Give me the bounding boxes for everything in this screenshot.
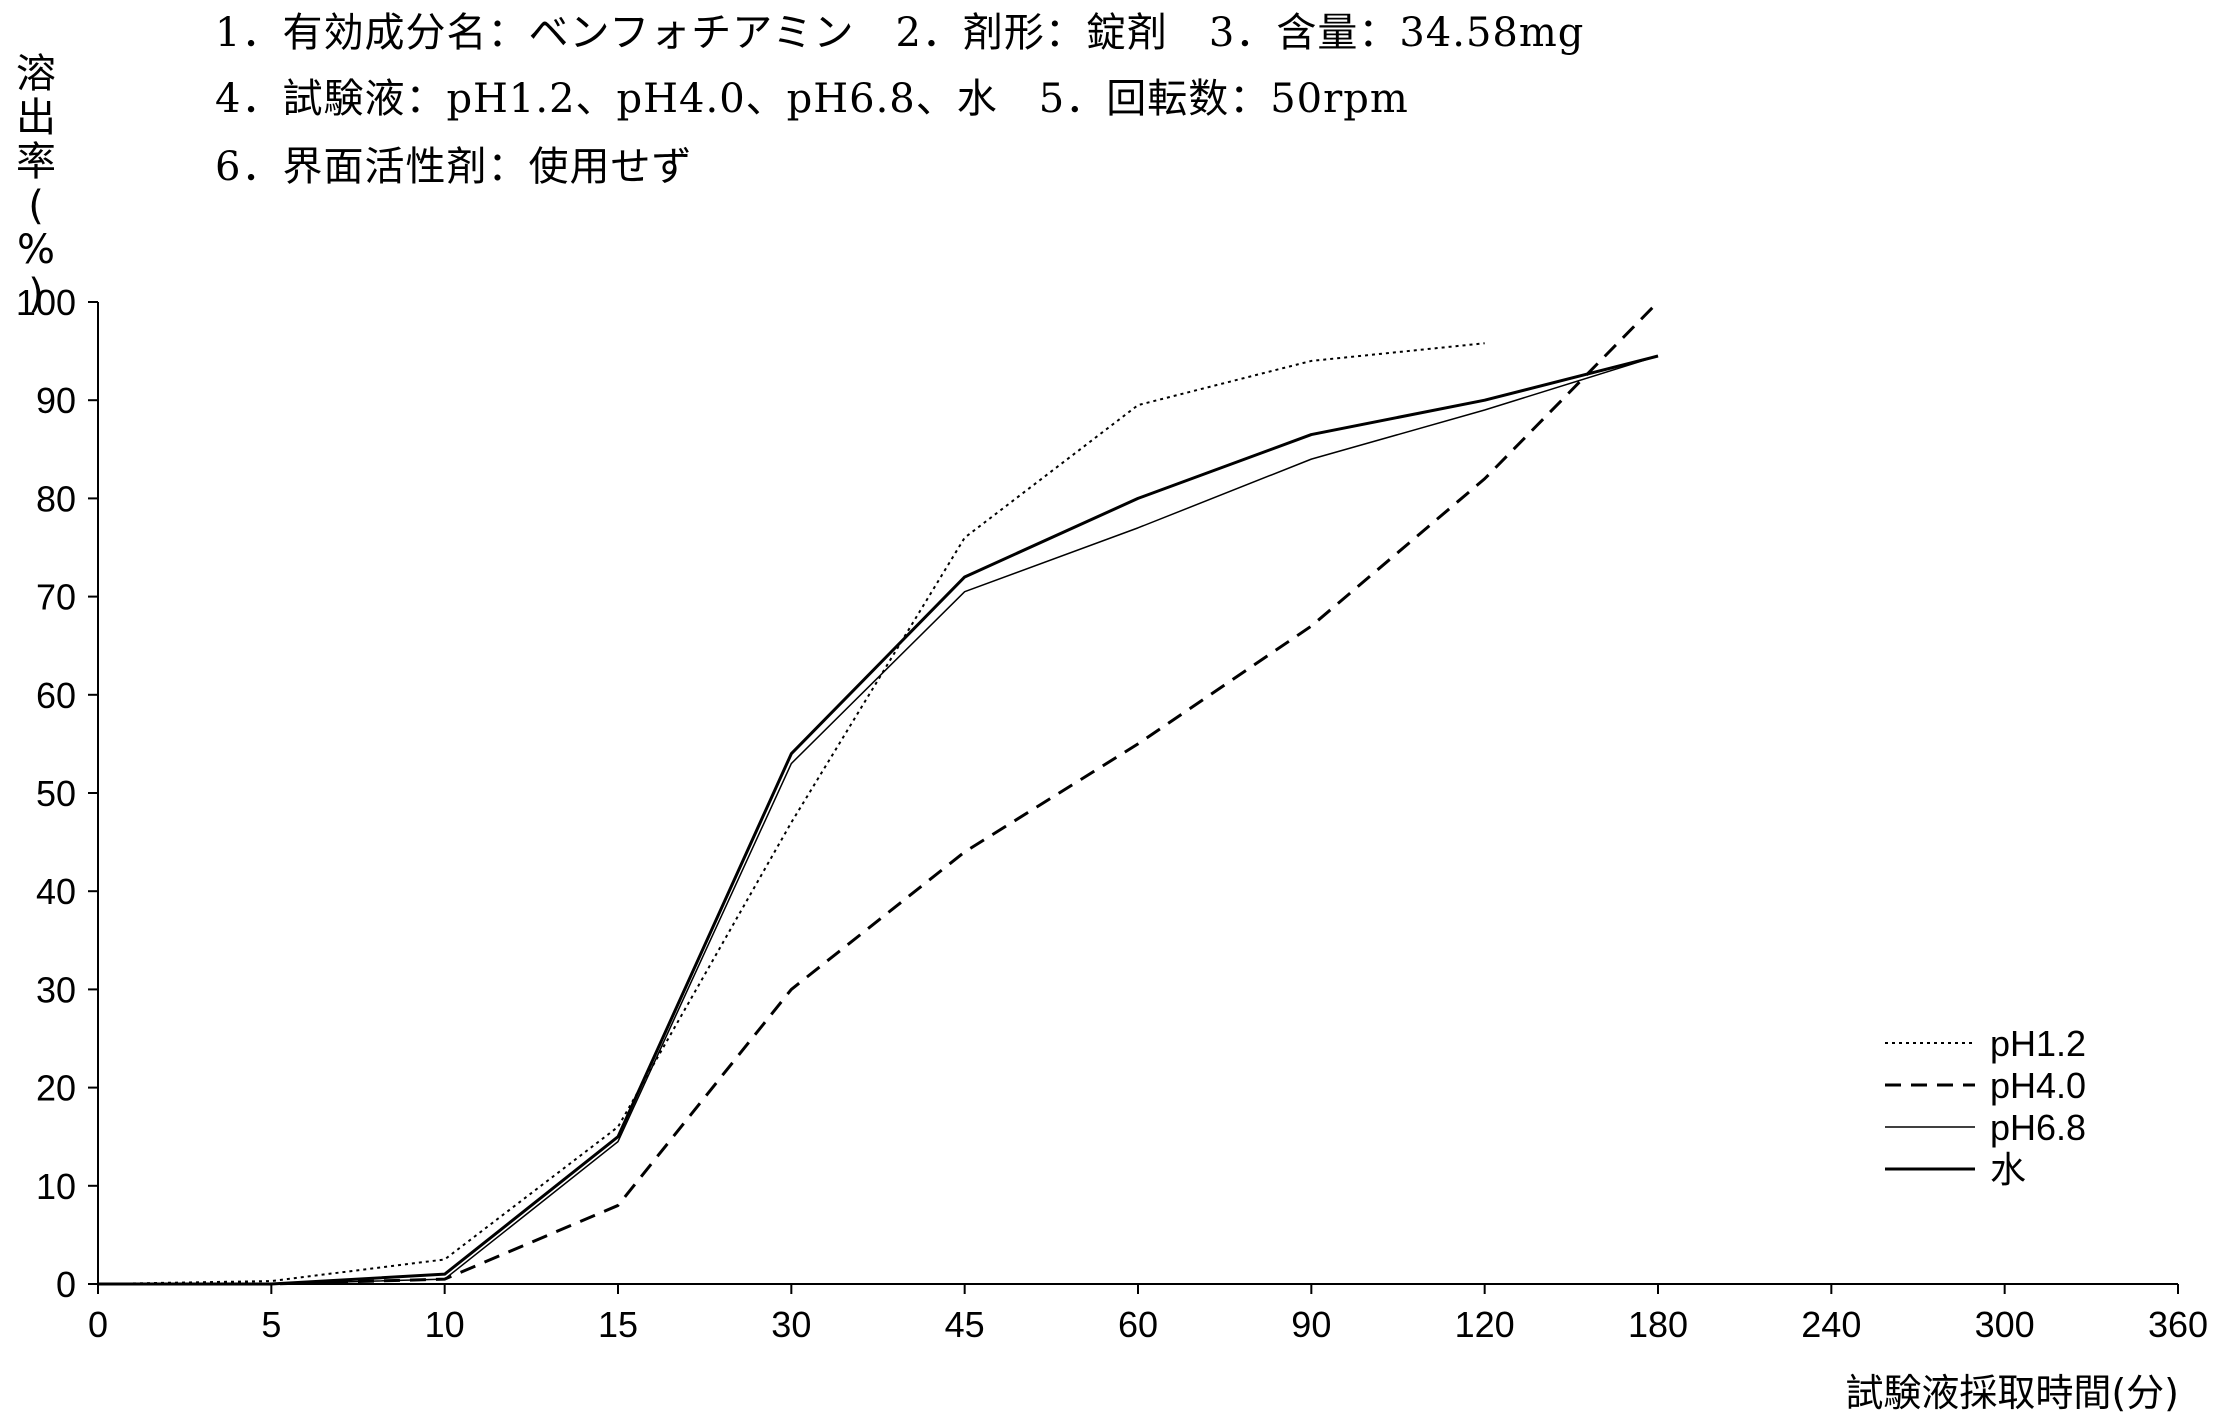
series-line-3 [98,355,1659,1285]
y-tick-label: 60 [36,675,76,716]
x-tick-label: 60 [1118,1304,1158,1345]
y-tick-label: 90 [36,380,76,421]
y-tick-label: 0 [56,1264,76,1305]
y-tick-label: 80 [36,478,76,519]
legend-label: 水 [1990,1149,2026,1190]
x-tick-label: 5 [261,1304,281,1345]
x-axis-label: 試験液採取時間(分) [1845,1371,2179,1415]
y-axis-label-char: 出 [16,95,56,141]
y-tick-label: 40 [36,871,76,912]
y-axis-label-char: 溶 [16,51,56,97]
series-line-1 [97,342,1485,1285]
y-tick-label: 30 [36,969,76,1010]
header-line-3: 6．界面活性剤：使用せず [215,144,693,190]
series-line-4 [98,354,1659,1286]
y-axis-label-char: ( [28,183,44,229]
legend-label: pH4.0 [1990,1065,2086,1106]
x-tick-label: 120 [1455,1304,1515,1345]
header-line-2: 4．試験液：pH1.2、pH4.0、pH6.8、水 5．回転数：50rpm [215,76,1409,122]
header-line-1: 1．有効成分名：ベンフォチアミン 2．剤形：錠剤 3．含量：34.58mg [215,10,1585,56]
legend-label: pH1.2 [1990,1023,2086,1064]
x-tick-label: 45 [945,1304,985,1345]
y-tick-label: 50 [36,773,76,814]
x-tick-label: 0 [88,1304,108,1345]
y-tick-label: 10 [36,1166,76,1207]
y-tick-label: 100 [16,282,76,323]
y-axis-label: 溶出率(%) [12,52,60,316]
series-line-2 [98,300,1660,1286]
x-tick-label: 30 [771,1304,811,1345]
chart-axes: 0 10 20 30 40 50 60 70 80 90 100 0 5 10 15 30 45 60 90 120 1… [16,282,2208,1345]
y-axis-label-char: % [16,227,55,273]
x-tick-label: 360 [2148,1304,2208,1345]
x-tick-label: 240 [1801,1304,1861,1345]
x-tick-label: 10 [425,1304,465,1345]
legend-label: pH6.8 [1990,1107,2086,1148]
y-axis-label-char: ) [28,271,44,317]
x-tick-label: 15 [598,1304,638,1345]
series-layer [97,300,1660,1286]
y-tick-label: 70 [36,577,76,618]
x-tick-label: 300 [1975,1304,2035,1345]
x-tick-label: 180 [1628,1304,1688,1345]
y-axis-label-char: 率 [16,139,56,185]
y-tick-label: 20 [36,1068,76,1109]
x-tick-label: 90 [1291,1304,1331,1345]
